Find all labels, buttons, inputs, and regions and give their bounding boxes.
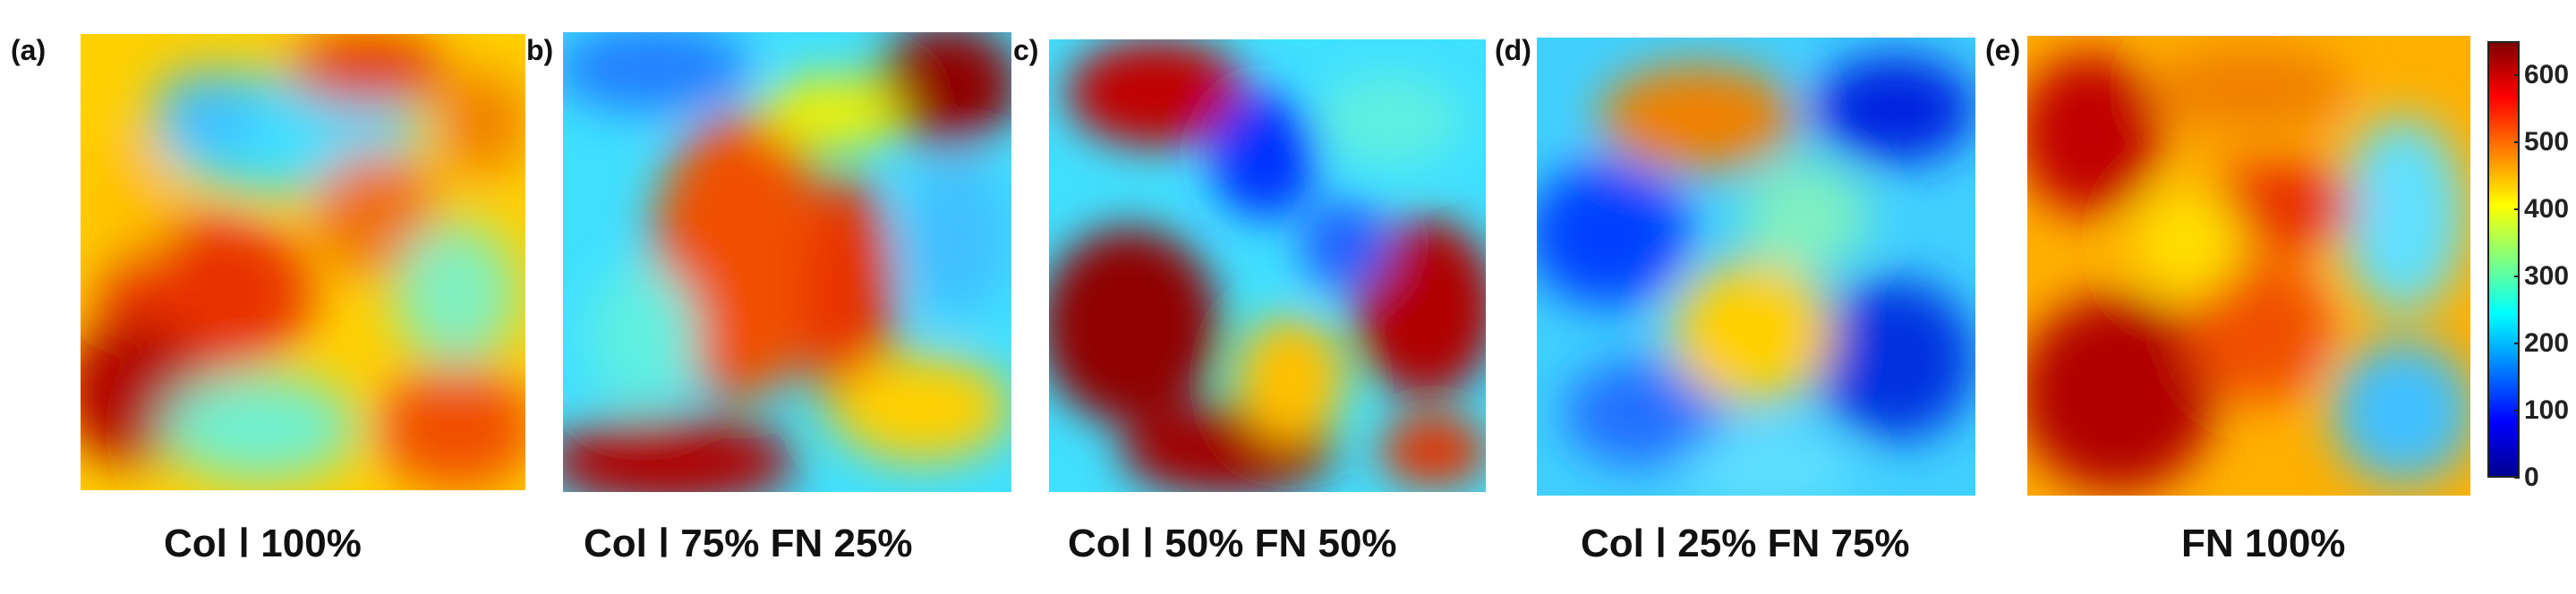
colorbar xyxy=(2487,41,2520,478)
colorbar-tick-mark xyxy=(2514,73,2520,76)
heatmap-panel-c-image xyxy=(1049,39,1486,492)
colorbar-tick-mark xyxy=(2514,342,2520,344)
colorbar-tick-mark xyxy=(2514,208,2520,210)
heatmap-panel-d xyxy=(1537,38,1975,496)
colorbar-tick-label: 600 xyxy=(2524,59,2570,89)
heatmap-panel-d-image xyxy=(1537,38,1975,496)
heatmap-panel-b-image xyxy=(563,32,1011,492)
panel-a-caption: Col Ⅰ 100% xyxy=(164,522,362,565)
heatmap-panel-a-image xyxy=(81,34,525,490)
heatmap-panel-e-image xyxy=(2027,36,2470,496)
colorbar-tick-label: 300 xyxy=(2524,260,2570,291)
panel-c-label: c) xyxy=(1013,34,1039,66)
heatmap-panel-a xyxy=(81,34,525,490)
panel-d-caption: Col Ⅰ 25% FN 75% xyxy=(1581,522,1910,565)
colorbar-tick-label: 200 xyxy=(2524,327,2570,358)
colorbar-tick-mark xyxy=(2514,140,2520,143)
colorbar-tick-label: 500 xyxy=(2524,126,2570,157)
colorbar-tick-mark xyxy=(2514,275,2520,277)
colorbar-tick-mark xyxy=(2514,477,2520,479)
colorbar-tick-label: 400 xyxy=(2524,193,2570,224)
heatmap-panel-b xyxy=(563,32,1011,492)
colorbar-tick-label: 0 xyxy=(2524,462,2539,492)
panel-d-label: (d) xyxy=(1495,34,1531,66)
panel-b-caption: Col Ⅰ 75% FN 25% xyxy=(584,522,913,565)
panel-e-caption: FN 100% xyxy=(2181,522,2346,565)
colorbar-tick-label: 100 xyxy=(2524,395,2570,425)
heatmap-panel-c xyxy=(1049,39,1486,492)
panel-b-label: b) xyxy=(526,34,554,66)
panel-c-caption: Col Ⅰ 50% FN 50% xyxy=(1068,522,1397,565)
panel-e-label: (e) xyxy=(1985,34,2021,66)
heatmap-panel-e xyxy=(2027,36,2470,496)
colorbar-tick-mark xyxy=(2514,409,2520,412)
panel-a-label: (a) xyxy=(11,34,47,66)
